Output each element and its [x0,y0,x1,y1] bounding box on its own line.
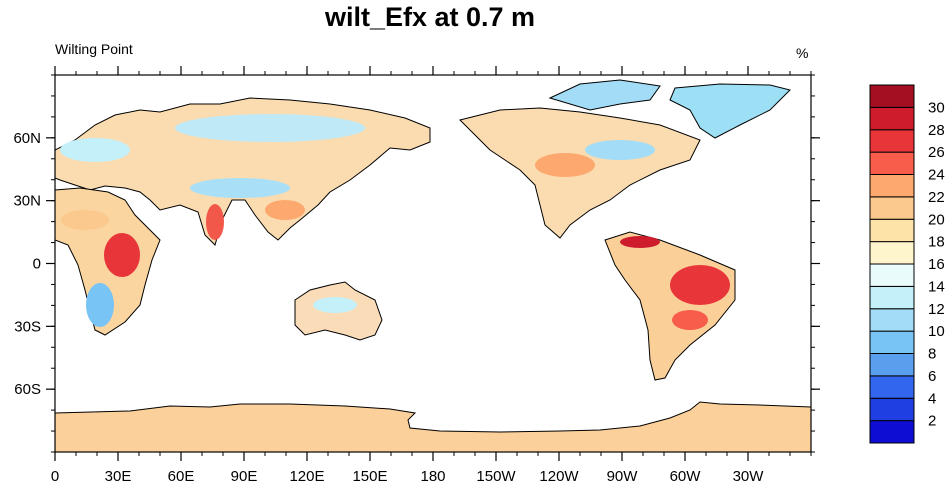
lon-tick-label: 90E [231,468,258,485]
colorbar-swatch [869,151,915,175]
colorbar-label: 22 [928,189,945,206]
land-antarctica [55,401,811,452]
lat-tick-label: 60S [14,381,41,398]
patch-usa [535,153,595,177]
colorbar-swatch [869,285,915,310]
patch-brazil [670,265,730,305]
lon-tick-label: 120W [539,468,579,485]
colorbar-label: 12 [928,301,945,318]
colorbar-swatch [869,263,915,287]
colorbar-swatch [869,353,915,377]
subtitle-left: Wilting Point [55,41,133,57]
patch-caribbean [620,236,660,248]
colorbar-label: 14 [928,278,945,295]
patch-china [265,200,305,220]
colorbar-label: 28 [928,122,945,139]
patch-southern-brazil [672,310,708,330]
units-label: % [796,45,809,61]
patch-southern-africa [86,283,114,327]
patch-east-africa [104,233,140,277]
lat-tick-label: 30N [13,193,41,210]
axis-ticks: 0 30E 60E 90E 120E 150E 180 150W 120W 90W 60W 30W 60… [13,66,820,485]
colorbar-label: 10 [928,323,945,340]
map-title: wilt_Efx at 0.7 m [324,2,536,32]
colorbar-swatch [869,174,915,198]
lat-tick-label: 60N [13,130,41,147]
lon-tick-label: 30W [733,468,765,485]
colorbar-swatch [869,420,915,444]
patch-canada [585,140,655,160]
lat-tick-label: 0 [33,256,41,273]
colorbar-label: 4 [928,390,936,407]
lon-tick-label: 30E [105,468,132,485]
patch-siberia [175,114,365,142]
colorbar-label: 16 [928,256,945,273]
lon-tick-label: 150W [476,468,516,485]
lon-tick-label: 150E [352,468,387,485]
colorbar-label: 6 [928,368,936,385]
colorbar-label: 8 [928,346,936,363]
colorbar-label: 30 [928,99,945,116]
patch-australia-n [313,297,357,313]
colorbar-swatch [869,375,915,399]
colorbar-swatch [869,84,915,108]
colorbar-swatch [869,196,915,220]
patch-central-asia [190,178,290,198]
lon-tick-label: 60E [168,468,195,485]
colorbar-swatch [869,308,915,332]
lon-tick-label: 60W [670,468,702,485]
land-arctic-islands [548,79,661,111]
patch-west-africa [61,210,109,230]
colorbar-label: 2 [928,413,936,430]
colorbar-swatch [869,106,915,131]
colorbar-swatch [869,397,915,422]
land-greenland [669,83,791,139]
lon-tick-label: 90W [607,468,639,485]
colorbar-label: 24 [928,167,945,184]
colorbar-swatch [869,330,915,354]
colorbar-swatch [869,241,915,265]
patch-europe [60,138,130,162]
lon-tick-label: 0 [51,468,59,485]
land-layer [55,79,811,452]
lon-tick-label: 120E [289,468,324,485]
lat-tick-label: 30S [14,318,41,335]
colorbar-label: 26 [928,144,945,161]
colorbar-swatch [869,129,915,153]
colorbar-swatch [869,218,915,243]
colorbar-label: 20 [928,211,945,228]
patch-india [206,204,224,240]
lon-tick-label: 180 [420,468,445,485]
colorbar-label: 18 [928,234,945,251]
